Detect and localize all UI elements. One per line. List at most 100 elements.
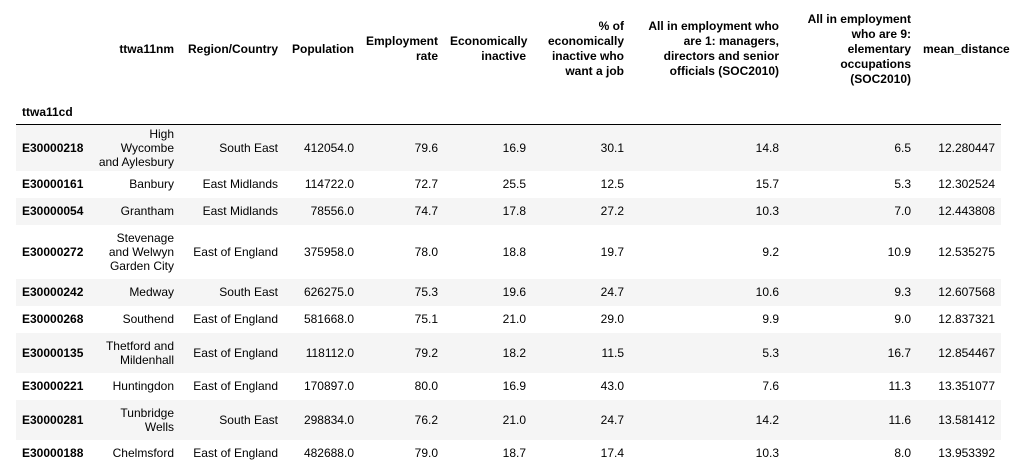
table-cell: Tunbridge Wells [120, 405, 174, 434]
table-cell: Huntingdon [112, 379, 174, 393]
table-cell: 12.535275 [938, 244, 995, 259]
table-cell: 18.2 [502, 345, 526, 360]
table-cell: Stevenage and Welwyn Garden City [108, 230, 174, 273]
table-cell: 13.953392 [938, 446, 995, 460]
table-cell: 24.7 [600, 412, 624, 427]
table-cell: 76.2 [414, 412, 438, 427]
column-header-row: ttwa11nm Region/Country Population Employme… [16, 0, 1010, 98]
table-cell: 14.2 [755, 412, 779, 427]
column-header: Employment rate [366, 34, 439, 63]
table-cell: East of England [193, 312, 278, 326]
column-header: Population [292, 41, 354, 56]
table-cell: 7.6 [762, 379, 779, 393]
table-cell: 21.0 [502, 312, 526, 326]
row-index-cell: E30000221 [22, 379, 84, 393]
table-cell: 12.5 [600, 177, 624, 191]
table-cell: 114722.0 [304, 177, 354, 191]
table-cell: 19.7 [600, 244, 624, 259]
table-cell: 43.0 [600, 379, 624, 393]
table-cell: 78556.0 [310, 204, 354, 218]
table-row: E30000242 Medway South East 626275.0 75.3 19.… [16, 278, 1001, 306]
row-index-cell: E30000272 [22, 244, 84, 259]
table-cell: 16.7 [887, 345, 911, 360]
table-cell: 5.3 [762, 345, 779, 360]
table-cell: 9.0 [894, 312, 911, 326]
table-cell: 11.5 [601, 345, 624, 360]
table-cell: 9.2 [762, 244, 779, 259]
table-cell: 21.0 [502, 412, 526, 427]
table-cell: 626275.0 [303, 285, 354, 299]
table-cell: 12.607568 [938, 285, 995, 299]
table-cell: Grantham [120, 204, 174, 218]
table-cell: East Midlands [202, 204, 278, 218]
table-cell: South East [219, 285, 278, 299]
table-cell: 11.6 [888, 412, 911, 427]
table-cell: 72.7 [414, 177, 438, 191]
column-header: Region/Country [188, 41, 278, 56]
table-cell: 75.1 [414, 312, 438, 326]
table-row: E30000268 Southend East of England 581668.0… [16, 305, 1001, 333]
dataframe-table: ttwa11nm Region/Country Population Employme… [16, 0, 1010, 467]
row-index-cell: E30000054 [22, 204, 84, 218]
table-cell: Medway [129, 285, 174, 299]
table-row: E30000221 Huntingdon East of England 170897… [16, 372, 1001, 400]
table-cell: 16.9 [502, 379, 526, 393]
table-cell: 7.0 [894, 204, 911, 218]
table-cell: 19.6 [502, 285, 526, 299]
table-cell: 80.0 [414, 379, 438, 393]
table-cell: 13.581412 [938, 412, 995, 427]
table-cell: 8.0 [894, 446, 911, 460]
table-cell: East of England [193, 446, 278, 460]
table-cell: 12.302524 [938, 177, 995, 191]
column-header: Economically inactive [450, 34, 528, 63]
table-row: E30000054 Grantham East Midlands 78556.0 74.… [16, 197, 1001, 225]
table-cell: 18.7 [502, 446, 526, 460]
table-cell: 298834.0 [303, 412, 354, 427]
table-cell: 412054.0 [303, 140, 354, 155]
table-cell: 14.8 [755, 140, 779, 155]
column-header: ttwa11nm [119, 41, 174, 56]
table-cell: 79.0 [414, 446, 438, 460]
table-cell: 78.0 [414, 244, 438, 259]
column-header: All in employment who are 1: managers, d… [648, 19, 779, 78]
table-cell: 17.8 [502, 204, 526, 218]
table-cell: 11.3 [888, 379, 911, 393]
table-cell: 170897.0 [303, 379, 354, 393]
table-cell: 10.3 [755, 204, 779, 218]
table-cell: 12.443808 [938, 204, 995, 218]
index-name: ttwa11cd [16, 98, 92, 125]
table-cell: Thetford and Mildenhall [105, 338, 174, 367]
table-cell: East Midlands [202, 177, 278, 191]
table-cell: East of England [193, 379, 278, 393]
table-cell: 482688.0 [303, 446, 354, 460]
table-cell: 12.837321 [938, 312, 995, 326]
table-cell: 10.3 [755, 446, 779, 460]
table-cell: High Wycombe and Aylesbury [98, 126, 174, 169]
table-row: E30000281 Tunbridge Wells South East 298834… [16, 399, 1001, 440]
table-cell: Southend [122, 312, 174, 326]
table-cell: 17.4 [600, 446, 624, 460]
table-cell: 75.3 [414, 285, 438, 299]
column-header: mean_distance [923, 41, 1010, 56]
table-cell: 12.280447 [938, 140, 995, 155]
table-cell: 29.0 [600, 312, 624, 326]
table-cell: 16.9 [502, 140, 526, 155]
row-index-cell: E30000218 [22, 140, 84, 155]
table-cell: 27.2 [600, 204, 624, 218]
table-cell: Chelmsford [112, 446, 174, 460]
table-cell: East of England [193, 244, 278, 259]
table-cell: 10.9 [887, 244, 911, 259]
table-cell: 25.5 [502, 177, 526, 191]
table-cell: 12.854467 [938, 345, 995, 360]
column-header: % of economically inactive who want a jo… [547, 19, 624, 78]
table-cell: 30.1 [600, 140, 624, 155]
row-index-cell: E30000281 [22, 412, 84, 427]
table-cell: 79.6 [414, 140, 438, 155]
table-row: E30000218 High Wycombe and Aylesbury South… [16, 124, 1001, 171]
table-cell: South East [219, 140, 278, 155]
table-cell: 24.7 [600, 285, 624, 299]
table-cell: 581668.0 [303, 312, 354, 326]
column-header: All in employment who are 9: elementary … [807, 11, 911, 86]
table-cell: 5.3 [894, 177, 911, 191]
table-cell: 13.351077 [938, 379, 995, 393]
